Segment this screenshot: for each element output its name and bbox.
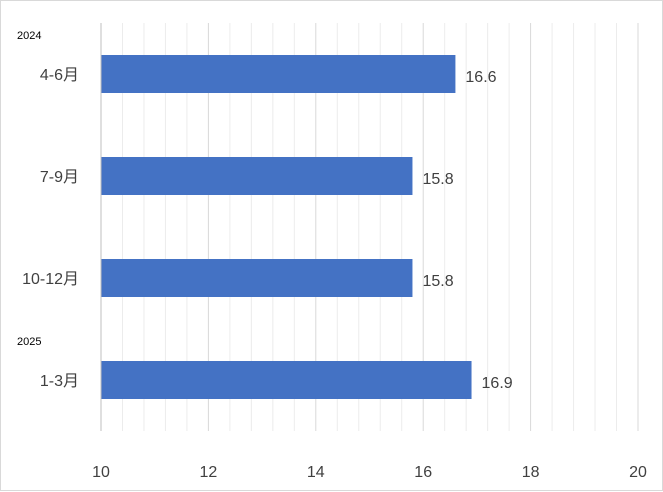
x-tick-label: 12 xyxy=(200,464,218,481)
data-label: 16.6 xyxy=(465,69,496,86)
bar xyxy=(101,55,456,93)
data-label: 15.8 xyxy=(422,273,453,290)
x-tick-label: 10 xyxy=(92,464,110,481)
category-label: 7-9月 xyxy=(40,169,79,186)
category-label: 1-3月 xyxy=(40,373,79,390)
x-axis-ticks: 10 12 14 16 18 20 xyxy=(92,464,647,481)
bar xyxy=(101,259,413,297)
x-tick-label: 20 xyxy=(629,464,647,481)
group-label: 2025 xyxy=(17,336,41,348)
data-label: 16.9 xyxy=(482,375,513,392)
group-label: 2024 xyxy=(17,30,41,42)
category-label: 4-6月 xyxy=(40,67,79,84)
bars xyxy=(101,55,472,399)
category-labels: 4-6月 7-9月 10-12月 1-3月 xyxy=(22,67,79,390)
x-tick-label: 14 xyxy=(307,464,325,481)
data-label: 15.8 xyxy=(422,171,453,188)
x-tick-label: 16 xyxy=(414,464,432,481)
bar xyxy=(101,361,472,399)
data-labels: 16.6 15.8 15.8 16.9 xyxy=(422,69,512,392)
x-tick-label: 18 xyxy=(522,464,540,481)
category-label: 10-12月 xyxy=(22,271,79,288)
group-labels: 2024 2025 xyxy=(17,30,41,348)
bar xyxy=(101,157,413,195)
